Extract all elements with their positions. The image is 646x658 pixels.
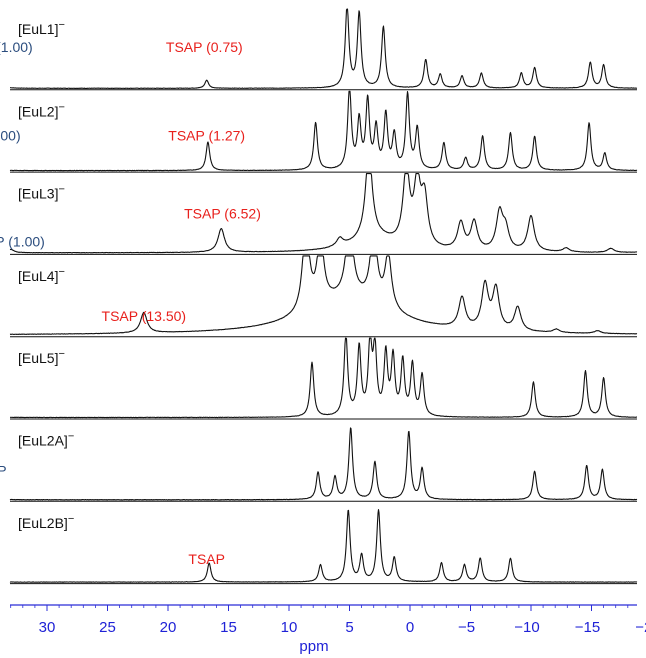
tick-label: −10 [514, 619, 539, 636]
sample-charge: − [68, 513, 74, 525]
x-axis-ticks [10, 605, 629, 611]
sample-name: [EuL5] [18, 350, 58, 366]
tick-label: 10 [281, 619, 298, 636]
sap-annotation: SAP [0, 463, 7, 479]
sample-charge: − [68, 431, 74, 443]
spectra-panels: [EuL1]−SAP (1.00)TSAP (0.75)[EuL2]−SAP (… [0, 8, 638, 585]
tick-label: −20 [635, 619, 646, 636]
sample-label: [EuL2A]− [18, 431, 74, 449]
spectrum-trace [9, 427, 638, 501]
sample-charge: − [58, 19, 64, 31]
spectrum-panel: [EuL3]− SAP (1.00) TSAP (6.52) [0, 173, 638, 255]
tick-label: −15 [575, 619, 600, 636]
sap-annotation: SAP (1.00) [0, 127, 21, 143]
sample-charge: − [58, 266, 64, 278]
x-axis: 454035302520151050−5−10−15−20−25 ppm [10, 604, 646, 655]
spectrum-panel: [EuL5]− SAP [0, 337, 638, 420]
sample-label: [EuL4]− [18, 266, 65, 284]
x-axis-title: ppm [299, 638, 328, 655]
sample-name: [EuL2A] [18, 433, 68, 449]
sample-name: [EuL2B] [18, 515, 68, 531]
tick-label: 20 [160, 619, 177, 636]
spectrum-panel: [EuL1]− SAP (1.00) TSAP (0.75) [0, 8, 638, 91]
spectrum-panel: [EuL2A]− SAP [0, 427, 638, 502]
sample-label: [EuL2]− [18, 101, 65, 119]
sample-charge: − [58, 101, 64, 113]
tick-label: 30 [39, 619, 56, 636]
spectrum-trace [9, 255, 638, 336]
x-axis-tick-labels: 454035302520151050−5−10−15−20−25 [39, 619, 646, 636]
tsap-annotation: TSAP (1.27) [168, 127, 245, 143]
spectrum-trace [9, 337, 638, 419]
spectrum-trace [9, 509, 638, 583]
tick-label: 0 [406, 619, 414, 636]
sample-label: [EuL1]− [18, 19, 65, 37]
tsap-annotation: TSAP (13.50) [102, 308, 187, 324]
tsap-annotation: TSAP [188, 551, 225, 567]
sample-label: [EuL5]− [18, 348, 65, 366]
tick-label: 15 [220, 619, 237, 636]
sample-name: [EuL4] [18, 268, 58, 284]
tick-label: −5 [458, 619, 475, 636]
spectrum-trace [9, 90, 638, 172]
sap-annotation: SAP [0, 376, 1, 392]
sample-name: [EuL1] [18, 21, 58, 37]
spectrum-panel: [EuL4]−SAP (1.00)TSAP (13.50) [9, 255, 638, 338]
sample-name: [EuL3] [18, 186, 58, 202]
tsap-annotation: TSAP (6.52) [184, 206, 261, 222]
sap-annotation: SAP (1.00) [0, 39, 33, 55]
tick-label: 5 [345, 619, 353, 636]
spectrum-panel: [EuL2]− SAP (1.00) TSAP (1.27) [0, 90, 638, 173]
sample-label: [EuL2B]− [18, 513, 74, 531]
spectrum-trace [9, 173, 638, 254]
sample-label: [EuL3]− [18, 184, 65, 202]
sap-annotation: SAP (1.00) [0, 234, 45, 250]
spectrum-panel: [EuL2B]− TSAP [9, 509, 638, 585]
tsap-annotation: TSAP (0.75) [166, 39, 243, 55]
spectrum-trace [9, 8, 638, 90]
tick-label: 25 [99, 619, 116, 636]
sample-name: [EuL2] [18, 103, 58, 119]
sample-charge: − [58, 348, 64, 360]
sample-charge: − [58, 184, 64, 196]
